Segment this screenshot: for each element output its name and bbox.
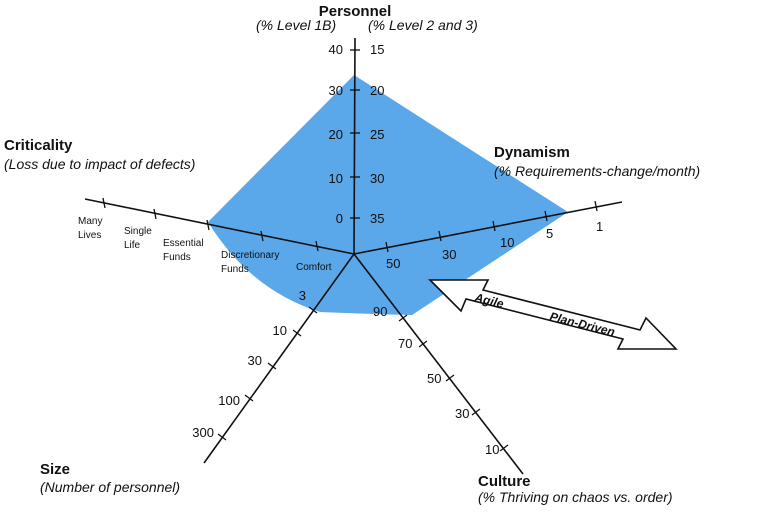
dynamism-tick-mark (385, 241, 389, 253)
dynamism-tick-mark (492, 220, 496, 232)
personnel-right-tick-label: 15 (370, 42, 384, 57)
dynamism-title: Dynamism (494, 144, 570, 161)
size-tick-mark (217, 433, 227, 441)
criticality-tick-mark (102, 197, 106, 209)
personnel-left-tick-label: 10 (329, 171, 343, 186)
criticality-title: Criticality (4, 137, 73, 154)
culture-tick-label: 10 (485, 442, 499, 457)
size-tick-mark (308, 306, 318, 314)
size-tick-mark (292, 329, 302, 337)
personnel-left-tick-label: 30 (329, 83, 343, 98)
culture-title: Culture (478, 473, 531, 490)
culture-tick-mark (445, 374, 455, 382)
agile-arrow-label: Agile (472, 290, 505, 311)
dynamism-tick-mark (544, 210, 548, 222)
size-tick-label: 10 (273, 323, 287, 338)
size-axis (203, 253, 355, 464)
criticality-subtitle: (Loss due to impact of defects) (4, 156, 195, 172)
axis-tick-marks (102, 49, 598, 452)
size-tick-label: 100 (218, 393, 240, 408)
dynamism-tick-label: 5 (546, 226, 553, 241)
dynamism-tick-label: 30 (442, 247, 456, 262)
culture-tick-mark (398, 314, 408, 322)
dynamism-subtitle: (% Requirements-change/month) (494, 163, 700, 179)
personnel-left-tick-label: 0 (336, 211, 343, 226)
personnel-subtitle-left: (% Level 1B) (256, 17, 336, 33)
agile-plan-driven-arrow (428, 279, 678, 350)
criticality-tick-mark (260, 230, 264, 242)
criticality-level-label: Single (124, 226, 152, 237)
size-tick-label: 30 (248, 353, 262, 368)
personnel-right-tick-label: 30 (370, 171, 384, 186)
size-tick-label: 300 (192, 425, 214, 440)
dynamism-tick-label: 50 (386, 256, 400, 271)
culture-tick-label: 50 (427, 371, 441, 386)
culture-tick-mark (499, 444, 509, 452)
personnel-right-tick-label: 20 (370, 83, 384, 98)
size-tick-mark (267, 362, 277, 370)
personnel-title: Personnel (319, 3, 392, 20)
agile-home-ground-region (208, 75, 568, 315)
culture-tick-label: 90 (373, 304, 387, 319)
culture-subtitle: (% Thriving on chaos vs. order) (478, 489, 673, 505)
criticality-level-label: Essential (163, 238, 204, 249)
size-subtitle: (Number of personnel) (40, 479, 180, 495)
personnel-left-tick-label: 20 (329, 127, 343, 142)
criticality-tick-mark (153, 208, 157, 220)
size-tick-mark (244, 394, 254, 402)
criticality-tick-mark (315, 240, 319, 252)
culture-axis (353, 253, 524, 475)
criticality-level-label: Lives (78, 230, 101, 241)
culture-tick-mark (418, 340, 428, 348)
criticality-level-label: Many (78, 216, 102, 227)
criticality-level-label: Life (124, 240, 141, 251)
dynamism-tick-mark (438, 230, 442, 242)
criticality-level-label: Funds (163, 252, 191, 263)
dynamism-tick-label: 10 (500, 235, 514, 250)
criticality-level-label: Comfort (296, 262, 332, 273)
personnel-left-tick-label: 40 (329, 42, 343, 57)
dynamism-axis (353, 201, 623, 255)
personnel-right-tick-label: 25 (370, 127, 384, 142)
size-tick-label: 3 (299, 288, 306, 303)
dynamism-tick-mark (594, 200, 598, 212)
personnel-subtitle-right: (% Level 2 and 3) (368, 17, 478, 33)
culture-tick-mark (471, 408, 481, 416)
criticality-axis (84, 198, 355, 255)
criticality-tick-mark (206, 219, 210, 231)
personnel-right-tick-label: 35 (370, 211, 384, 226)
criticality-level-label: Discretionary (221, 250, 279, 261)
dynamism-tick-label: 1 (596, 219, 603, 234)
personnel-axis (353, 37, 356, 255)
plan-driven-arrow-label: Plan-Driven (548, 309, 616, 339)
culture-tick-label: 30 (455, 406, 469, 421)
criticality-level-label: Funds (221, 264, 249, 275)
culture-tick-label: 70 (398, 336, 412, 351)
size-title: Size (40, 461, 70, 478)
